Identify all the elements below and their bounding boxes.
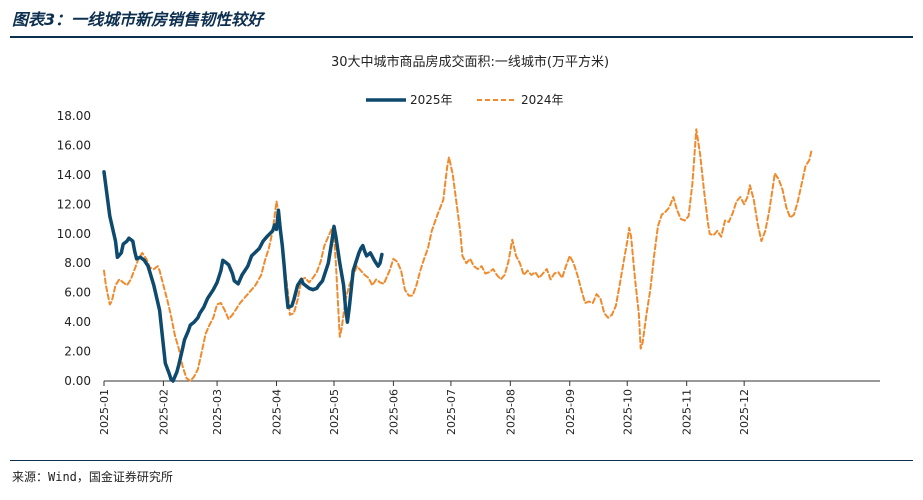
x-tick-label: 2025-06 <box>387 389 400 435</box>
y-tick-label: 10.00 <box>57 227 91 241</box>
legend-label-2025: 2025年 <box>410 93 453 107</box>
x-tick-label: 2025-11 <box>681 389 694 435</box>
y-tick-label: 6.00 <box>64 286 91 300</box>
top-divider <box>10 36 913 38</box>
y-axis: 0.00 2.00 4.00 6.00 8.00 10.00 12.00 14.00 16.00… <box>57 109 91 388</box>
y-tick-label: 8.00 <box>64 256 91 270</box>
series-line-2025 <box>102 170 384 383</box>
x-tick-label: 2025-02 <box>157 389 170 435</box>
y-tick-label: 4.00 <box>64 315 91 329</box>
x-tick-label: 2025-03 <box>211 389 224 435</box>
plot-area <box>102 128 813 383</box>
x-tick-label: 2025-01 <box>98 389 111 435</box>
y-tick-label: 2.00 <box>64 345 91 359</box>
source-note: 来源：Wind，国金证券研究所 <box>12 470 173 484</box>
x-tick-label: 2025-04 <box>271 389 284 435</box>
x-axis: 2025-01 2025-02 2025-03 2025-04 2025-05 2025-… <box>98 380 880 435</box>
legend: 2025年 2024年 <box>366 93 564 107</box>
legend-label-2024: 2024年 <box>521 93 564 107</box>
y-tick-label: 0.00 <box>64 374 91 388</box>
bottom-divider <box>10 460 913 461</box>
x-tick-label: 2025-07 <box>445 389 458 435</box>
x-tick-label: 2025-05 <box>328 389 341 435</box>
chart-title: 30大中城市商品房成交面积:一线城市(万平方米) <box>331 54 609 70</box>
series-line-2024 <box>103 128 813 382</box>
figure-title: 图表3：一线城市新房销售韧性较好 <box>12 10 264 29</box>
x-tick-label: 2025-12 <box>738 389 751 435</box>
x-tick-label: 2025-09 <box>564 389 577 435</box>
y-tick-label: 16.00 <box>57 138 91 152</box>
y-tick-label: 18.00 <box>57 109 91 123</box>
y-tick-label: 14.00 <box>57 168 91 182</box>
y-tick-label: 12.00 <box>57 197 91 211</box>
x-tick-label: 2025-10 <box>621 389 634 435</box>
x-tick-label: 2025-08 <box>504 389 517 435</box>
